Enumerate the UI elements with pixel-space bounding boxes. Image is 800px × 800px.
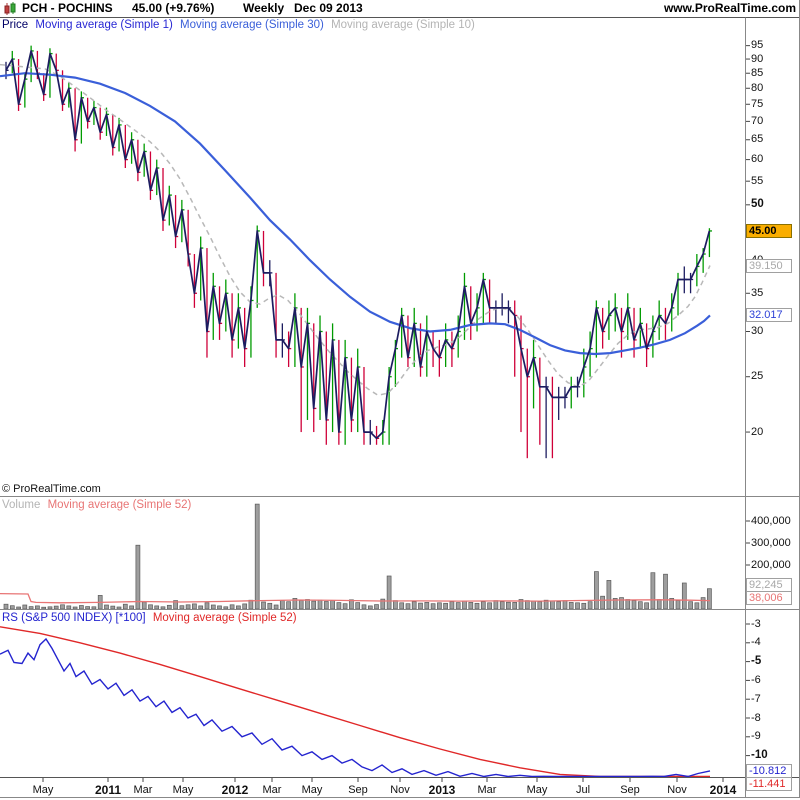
x-axis-tick-label: Mar bbox=[477, 784, 497, 796]
axis-tick-label: -10 bbox=[751, 749, 768, 762]
x-axis-tick-label: May bbox=[172, 784, 194, 796]
axis-tick-label: -9 bbox=[751, 730, 761, 743]
legend-price[interactable]: Price bbox=[2, 19, 29, 31]
volume-ma52-box: 38,006 bbox=[746, 591, 792, 605]
axis-tick-label: 65 bbox=[751, 133, 764, 146]
last-volume-box: 92,245 bbox=[746, 578, 792, 592]
ma30-value-box: 32.017 bbox=[746, 308, 792, 322]
axis-tick-label: 35 bbox=[751, 286, 764, 299]
last-price-box: 45.00 bbox=[746, 224, 792, 238]
axis-tick-label: -3 bbox=[751, 617, 761, 630]
copyright-label: © ProRealTime.com bbox=[2, 483, 101, 495]
last-price-change: 45.00 (+9.76%) bbox=[132, 1, 215, 15]
axis-tick-label: -8 bbox=[751, 711, 761, 724]
axis-tick-label: 25 bbox=[751, 370, 764, 383]
axis-tick-label: 200,000 bbox=[751, 558, 791, 571]
axis-tick-label: -7 bbox=[751, 692, 761, 705]
legend-rs[interactable]: RS (S&P 500 INDEX) [*100] bbox=[2, 612, 146, 624]
legend-ma10[interactable]: Moving average (Simple 10) bbox=[331, 19, 475, 31]
axis-tick-label: 85 bbox=[751, 66, 764, 79]
symbol-name: PCH - POCHINS bbox=[22, 1, 113, 15]
axis-tick-label: 55 bbox=[751, 174, 764, 187]
x-axis-tick-label: Nov bbox=[667, 784, 687, 796]
rs-legend: RS (S&P 500 INDEX) [*100] Moving average… bbox=[2, 612, 301, 624]
axis-tick-label: 90 bbox=[751, 52, 764, 65]
x-axis-tick-label: Sep bbox=[348, 784, 368, 796]
legend-rs-ma52[interactable]: Moving average (Simple 52) bbox=[152, 612, 297, 624]
x-axis-tick-label: Sep bbox=[620, 784, 640, 796]
axis-tick-label: 95 bbox=[751, 39, 764, 52]
volume-legend: Volume Moving average (Simple 52) bbox=[2, 499, 195, 511]
x-axis-tick-label: May bbox=[301, 784, 323, 796]
axis-tick-label: 300,000 bbox=[751, 536, 791, 549]
title-bar: PCH - POCHINS 45.00 (+9.76%) Weekly Dec … bbox=[0, 0, 800, 17]
axis-tick-label: 20 bbox=[751, 425, 764, 438]
price-legend: Price Moving average (Simple 1) Moving a… bbox=[2, 19, 479, 31]
legend-ma1[interactable]: Moving average (Simple 1) bbox=[35, 19, 173, 31]
x-axis-tick-label: Jul bbox=[575, 784, 591, 796]
legend-ma30[interactable]: Moving average (Simple 30) bbox=[180, 19, 324, 31]
candlestick-icon bbox=[4, 2, 16, 15]
axis-tick-label: -5 bbox=[751, 655, 762, 668]
x-axis-tick-label: May bbox=[526, 784, 548, 796]
timeframe-label[interactable]: Weekly bbox=[243, 1, 285, 15]
x-axis-tick-label: May bbox=[32, 784, 54, 796]
x-axis-tick-label: 2012 bbox=[221, 783, 249, 797]
ma10-value-box: 39.150 bbox=[746, 259, 792, 273]
x-axis-tick-label: 2011 bbox=[94, 783, 122, 797]
rs-ma52-box: -11.441 bbox=[746, 777, 792, 791]
axis-tick-label: 400,000 bbox=[751, 514, 791, 527]
axis-tick-label: -6 bbox=[751, 673, 761, 686]
x-axis-tick-label: Mar bbox=[133, 784, 153, 796]
website-link[interactable]: www.ProRealTime.com bbox=[663, 1, 796, 15]
axis-tick-label: 70 bbox=[751, 114, 764, 127]
legend-volume-ma52[interactable]: Moving average (Simple 52) bbox=[47, 499, 192, 511]
axis-tick-label: 50 bbox=[751, 198, 764, 211]
axis-tick-label: 60 bbox=[751, 153, 764, 166]
axis-tick-label: 80 bbox=[751, 81, 764, 94]
x-axis-tick-label: 2014 bbox=[709, 783, 737, 797]
rs-value-box: -10.812 bbox=[746, 764, 792, 778]
x-axis-tick-label: Mar bbox=[262, 784, 282, 796]
x-axis-tick-label: Nov bbox=[390, 784, 410, 796]
axis-tick-label: 30 bbox=[751, 325, 764, 337]
axis-tick-label: 75 bbox=[751, 97, 764, 110]
x-axis-tick-label: 2013 bbox=[428, 783, 456, 797]
legend-volume[interactable]: Volume bbox=[2, 499, 41, 511]
date-label: Dec 09 2013 bbox=[294, 1, 363, 15]
axis-tick-label: -4 bbox=[751, 636, 761, 649]
